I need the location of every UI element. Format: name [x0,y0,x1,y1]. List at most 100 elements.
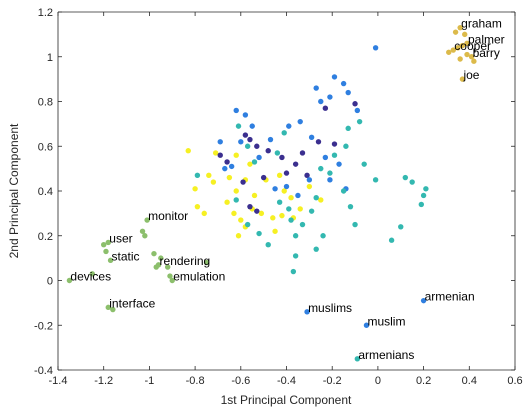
data-point [372,177,379,183]
data-point [306,177,313,183]
data-point [206,172,212,179]
data-point [167,273,173,279]
data-point [212,150,219,156]
data-point [455,45,461,51]
data-point [258,210,265,217]
data-point [372,45,379,51]
point-label: muslim [367,314,405,328]
x-tick-label: 0 [375,375,381,387]
data-point [288,195,294,201]
data-point [281,130,287,136]
data-point [290,268,297,275]
data-point [295,192,301,199]
data-point [103,248,109,255]
data-point [318,165,324,172]
data-point [471,58,477,64]
data-point [224,199,230,205]
labeled-data-point [66,277,73,284]
data-point [318,98,324,105]
data-point [233,188,239,194]
data-point [110,306,116,313]
data-point [345,125,351,132]
y-tick-label: 0.4 [38,186,53,198]
data-point [101,242,107,248]
data-point [327,170,333,176]
data-point [139,228,146,234]
data-point [224,159,230,165]
y-tick-label: 0.6 [38,141,53,153]
point-label: barry [473,46,500,60]
data-point [244,221,251,228]
data-point [320,233,326,239]
point-label: muslims [308,301,352,315]
data-point [327,94,333,100]
data-point [331,141,338,147]
data-point [260,174,267,181]
labeled-data-point [457,24,463,31]
labeled-data-point [169,277,175,284]
labeled-data-point [468,54,475,60]
data-point [226,174,233,181]
data-point [151,250,157,257]
x-tick-label: 0.4 [462,375,477,387]
data-point [251,159,258,165]
data-point [452,29,459,35]
x-tick-label: -1.4 [49,375,68,387]
data-point [313,85,319,91]
data-point [286,123,292,129]
data-point [210,179,217,185]
data-point [409,179,415,185]
data-point [402,174,409,181]
data-point [331,74,338,80]
labeled-data-point [363,322,370,328]
data-point [235,233,242,239]
y-tick-label: 0.2 [38,231,53,243]
data-point [256,230,262,237]
y-tick-label: -0.2 [34,320,53,332]
data-point [420,192,427,199]
data-point [388,237,395,243]
data-point [297,206,303,212]
point-label: rendering [160,254,211,268]
data-point [89,271,95,277]
data-point [194,203,201,210]
data-point [279,212,285,219]
x-axis-title: 1st Principal Component [221,393,352,407]
data-point [304,172,310,179]
data-point [306,183,313,190]
labeled-data-point [107,257,114,264]
data-point [340,188,347,194]
data-point [322,105,329,111]
data-point [398,224,404,230]
data-point [462,31,468,38]
point-label: armenian [425,290,475,304]
data-point [238,217,244,223]
data-point [286,206,292,212]
data-point [164,264,171,270]
data-point [272,186,278,192]
data-point [459,42,466,49]
labeled-data-point [450,47,457,53]
labeled-data-point [105,304,111,311]
data-point [247,203,253,210]
data-point [446,49,452,55]
y-tick-label: -0.4 [34,365,53,377]
data-point [281,188,287,194]
data-point [233,152,239,158]
data-point [249,123,255,129]
data-point [265,148,271,154]
data-point [308,134,315,140]
data-point [158,255,164,261]
point-label: user [109,231,132,245]
point-label: armenians [358,348,414,362]
data-point [327,177,333,183]
x-tick-label: 0.6 [507,375,522,387]
data-point [292,233,299,239]
data-point [354,107,361,114]
data-point [361,161,367,167]
labeled-data-point [144,217,150,223]
point-label: static [112,249,140,263]
data-point [242,112,249,118]
data-point [276,172,283,179]
